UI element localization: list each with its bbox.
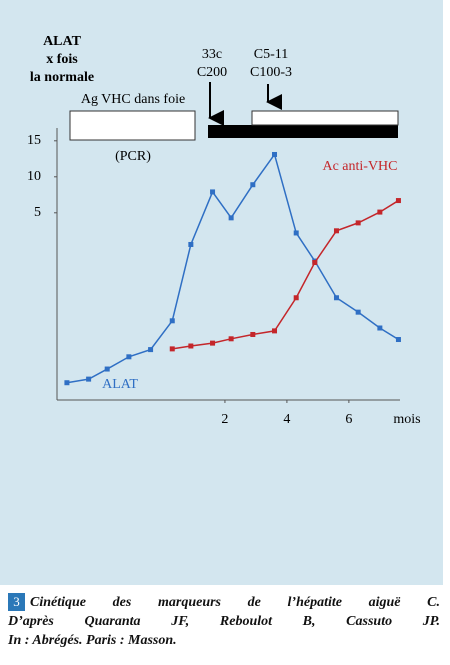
point	[104, 366, 110, 372]
series-label: ALAT	[102, 377, 138, 392]
point	[272, 151, 278, 157]
caption-line: Cinétique des marqueurs de l’hépatite ai…	[30, 595, 440, 610]
point	[210, 340, 216, 346]
x-tick-label: 4	[283, 412, 290, 427]
black-bar	[208, 125, 398, 138]
point	[312, 259, 318, 265]
annotation: 33c	[202, 47, 222, 62]
series-line	[66, 152, 399, 384]
annotation: Ag VHC dans foie	[81, 92, 185, 107]
point	[228, 336, 234, 342]
annotation: (PCR)	[115, 149, 151, 164]
annotation: C200	[197, 65, 227, 80]
point	[228, 215, 234, 221]
annotation: C100-3	[250, 65, 292, 80]
point	[64, 380, 70, 386]
point	[250, 331, 256, 337]
white-bar	[251, 110, 399, 126]
point	[126, 354, 132, 360]
caption-line: In : Abrégés. Paris : Masson.	[8, 633, 177, 648]
y-tick-label: 15	[27, 133, 41, 148]
y-tick-label: 5	[34, 205, 41, 220]
series-line	[172, 199, 399, 350]
point	[86, 376, 92, 382]
point	[333, 228, 339, 234]
point	[293, 230, 299, 236]
point	[169, 318, 175, 324]
point	[355, 220, 361, 226]
series-label: Ac anti-VHC	[322, 159, 397, 174]
pcr-box	[69, 110, 196, 141]
point	[377, 209, 383, 215]
point	[395, 198, 401, 204]
caption-line: D’après Quaranta JF, Reboulot B, Cassuto…	[8, 614, 440, 629]
figure-number: 3	[8, 593, 25, 611]
annotation: C5-11	[254, 47, 288, 62]
point	[188, 343, 194, 349]
x-tick-label: 6	[345, 412, 352, 427]
x-tick-label: 2	[221, 412, 228, 427]
point	[188, 241, 194, 247]
y-axis-label: x fois	[46, 52, 78, 67]
caption: 3 Cinétique des marqueurs de l’hépatite …	[8, 593, 440, 650]
figure-panel	[0, 0, 443, 585]
chart: ALAT x fois la normale mois Ag VHC dans …	[27, 34, 421, 427]
point	[210, 189, 216, 195]
x-axis-label: mois	[393, 412, 420, 427]
y-axis-label: la normale	[30, 70, 94, 85]
y-tick-label: 10	[27, 169, 41, 184]
point	[333, 295, 339, 301]
point	[148, 347, 154, 353]
point	[377, 325, 383, 331]
point	[395, 337, 401, 343]
point	[355, 309, 361, 315]
y-axis-label: ALAT	[43, 34, 82, 49]
point	[169, 346, 175, 352]
point	[293, 295, 299, 301]
point	[272, 328, 278, 334]
point	[250, 182, 256, 188]
